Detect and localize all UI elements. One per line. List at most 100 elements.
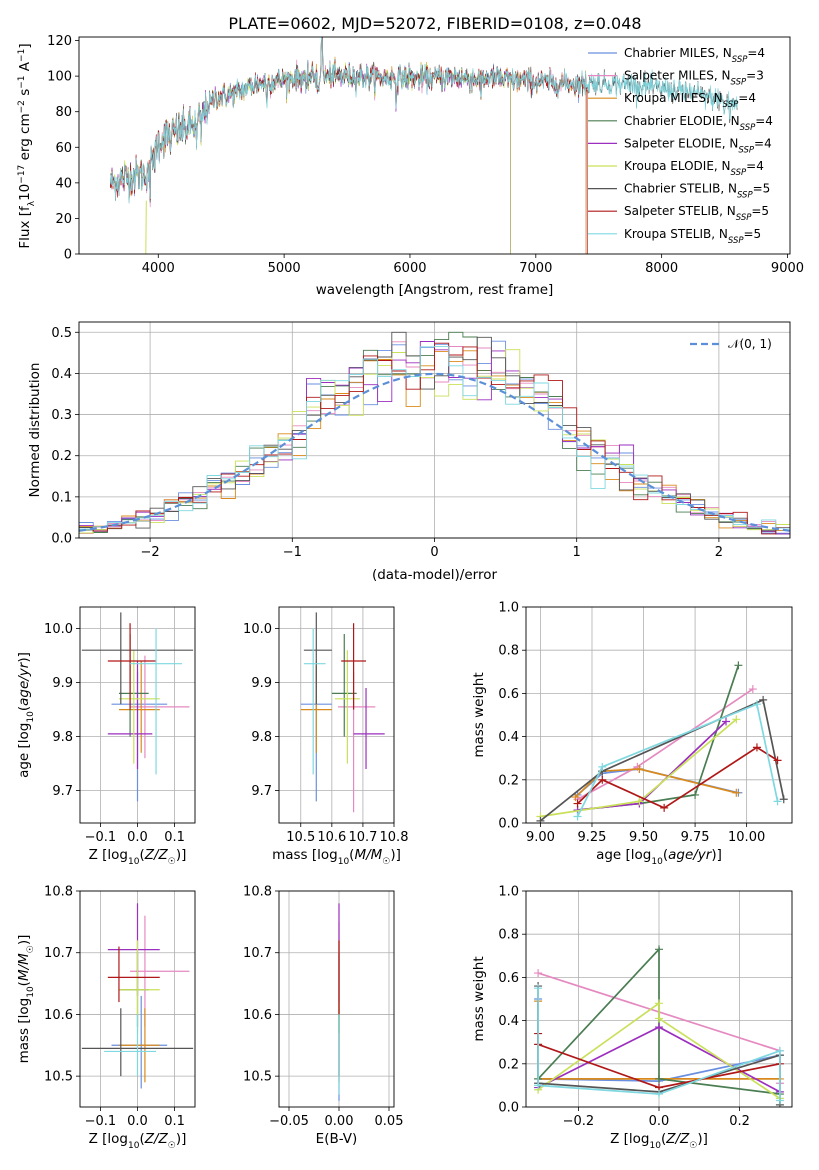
weight-marker-chabrier-stelib	[779, 795, 788, 804]
spectrum-line-salpeter-stelib	[110, 37, 588, 254]
axes-frame	[278, 890, 395, 1108]
y-tick-label: 0.0	[498, 817, 519, 832]
y-tick-label: 0.0	[51, 532, 72, 547]
legend-label-salpeter-stelib: Salpeter STELIB, NSSP=5	[624, 204, 769, 223]
weight-marker-chabrier-elodie	[655, 1074, 663, 1083]
x-tick-label: −0.2	[563, 1114, 595, 1129]
x-tick-label: 9.75	[681, 830, 710, 845]
weight-marker-chabrier-stelib	[536, 816, 545, 823]
weight-marker-kroupa-stelib	[773, 797, 782, 806]
y-tick-label: 0.6	[498, 971, 519, 986]
weight-marker-chabrier-elodie	[691, 790, 700, 799]
y-tick-label: 0.4	[498, 1014, 519, 1029]
weight-marker-chabrier-elodie	[655, 945, 663, 954]
x-axis-label: wavelength [Angstrom, rest frame]	[316, 282, 554, 298]
axes-frame	[278, 606, 395, 824]
plot-area	[536, 661, 788, 823]
legend-label-normal: 𝒩(0, 1)	[728, 337, 772, 351]
x-axis-label: (data-model)/error	[372, 567, 498, 583]
axes-frame	[79, 890, 196, 1108]
x-tick-label: 0	[430, 545, 438, 560]
x-tick-label: 9.00	[526, 830, 555, 845]
y-tick-label: 0.5	[51, 326, 72, 341]
y-tick-label: 10.0	[243, 622, 272, 637]
y-tick-label: 0.2	[51, 449, 72, 464]
y-tick-label: 0.8	[498, 644, 519, 659]
x-tick-label: −0.05	[269, 1114, 309, 1129]
x-tick-label: 9.25	[578, 830, 607, 845]
x-axis-label: age [log10(age/yr)]	[596, 847, 722, 867]
y-tick-label: 10.7	[243, 946, 272, 961]
x-axis-label: E(B-V)	[316, 1131, 358, 1147]
mass-vs-ebv-panel: −0.05 0.00 0.05 10.5 10.6 10.7 10.8 E(B-V)	[243, 885, 403, 1148]
y-tick-label: 0.8	[498, 928, 519, 943]
y-tick-label: 120	[47, 34, 72, 49]
spectrum-drop-line	[145, 200, 147, 254]
x-tick-label: 0.05	[375, 1114, 404, 1129]
axes-frame	[525, 606, 793, 824]
y-tick-label: 0.2	[498, 1057, 519, 1072]
x-tick-label: −1	[283, 545, 302, 560]
weight-marker-chabrier-elodie	[734, 661, 743, 670]
y-tick-label: 0.6	[498, 687, 519, 702]
x-tick-label: 2	[715, 545, 723, 560]
y-tick-label: 1.0	[498, 601, 519, 616]
weight-marker-kroupa-stelib	[752, 700, 761, 709]
x-axis-label: mass [log10(M/M☉)]	[272, 847, 401, 867]
x-tick-label: 7000	[519, 261, 552, 276]
age-vs-mass-panel: 10.5 10.6 10.7 10.8 9.7 9.8 9.9 10.0 mass [log10…	[243, 606, 409, 867]
x-tick-label: 0.0	[649, 1114, 670, 1129]
mass-vs-metallicity-panel: −0.1 0.0 0.1 10.5 10.6 10.7 10.8 Z [log10(Z/Z☉)…	[16, 885, 196, 1151]
weight-vs-age-panel: 9.00 9.25 9.50 9.75 10.00 0.0 0.2 0.4 0.6 0.8 1.0 a…	[471, 601, 793, 867]
y-tick-label: 10.8	[44, 885, 73, 900]
y-tick-label: 40	[55, 176, 72, 191]
weight-marker-kroupa-miles	[732, 788, 741, 797]
y-tick-label: 9.7	[251, 784, 272, 799]
y-tick-label: 10.0	[44, 622, 73, 637]
weight-marker-kroupa-stelib	[598, 762, 607, 771]
age-vs-metallicity-panel: −0.1 0.0 0.1 9.7 9.8 9.9 10.0 Z [log10(Z/Z☉)] ag…	[16, 606, 196, 867]
spectrum-line-kroupa-miles	[110, 37, 587, 254]
axes-frame	[78, 321, 791, 539]
y-tick-label: 10.5	[243, 1070, 272, 1085]
weight-marker-kroupa-miles	[571, 793, 580, 802]
weight-marker-kroupa-miles	[635, 765, 644, 773]
grid	[79, 322, 790, 539]
histogram-chabrier-stelib	[79, 331, 790, 538]
y-tick-label: 100	[47, 70, 72, 85]
x-tick-label: −2	[141, 545, 160, 560]
y-tick-label: 9.8	[52, 730, 73, 745]
legend: Chabrier MILES, NSSP=4 Salpeter MILES, NS…	[588, 46, 773, 246]
weight-marker-kroupa-stelib	[655, 1090, 663, 1099]
y-tick-label: 60	[55, 141, 72, 156]
x-tick-label: −0.1	[85, 1114, 117, 1129]
grid	[526, 606, 792, 824]
y-axis-label: Normed distribution	[27, 363, 43, 498]
y-tick-label: 10.6	[243, 1008, 272, 1023]
x-tick-label: 10.6	[317, 830, 346, 845]
histogram-kroupa-stelib	[79, 346, 790, 538]
weight-marker-salpeter-stelib	[773, 756, 782, 765]
y-tick-label: 0.0	[498, 1101, 519, 1116]
x-tick-label: 10.8	[380, 830, 409, 845]
weight-marker-salpeter-stelib	[752, 743, 761, 752]
grid	[279, 890, 394, 1107]
spectrum-line-chabrier-miles	[110, 37, 587, 254]
x-axis-label: Z [log10(Z/Z☉)]	[89, 1131, 187, 1151]
legend-label-salpeter-elodie: Salpeter ELODIE, NSSP=4	[624, 136, 772, 155]
y-tick-label: 0.1	[51, 490, 72, 505]
y-axis-label: mass weight	[471, 956, 487, 1041]
legend-label-kroupa-elodie: Kroupa ELODIE, NSSP=4	[624, 159, 764, 178]
weight-marker-salpeter-stelib	[660, 803, 669, 812]
plot-area	[300, 612, 385, 813]
x-tick-label: 4000	[142, 261, 175, 276]
x-tick-label: 0.1	[164, 830, 185, 845]
x-tick-label: 6000	[393, 261, 426, 276]
y-tick-label: 1.0	[498, 885, 519, 900]
weight-marker-salpeter-miles	[748, 685, 757, 694]
x-tick-label: 1	[573, 545, 581, 560]
y-tick-label: 0.2	[498, 773, 519, 788]
spectrum-line-salpeter-miles	[110, 37, 587, 254]
x-tick-label: 5000	[268, 261, 301, 276]
